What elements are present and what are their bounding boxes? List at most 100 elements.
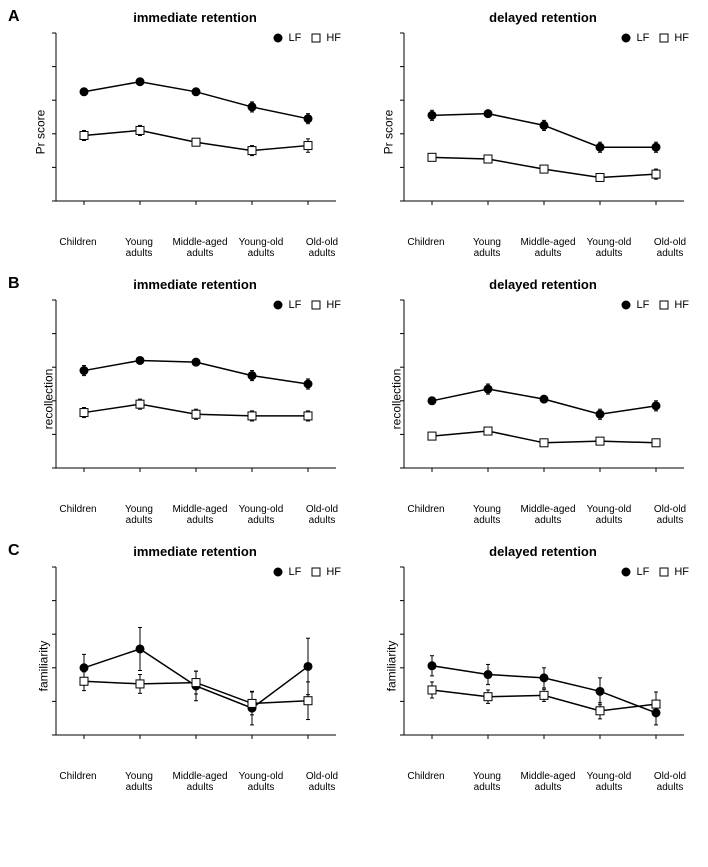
chart-title: immediate retention [40,10,350,25]
legend-hf: HF [657,299,689,311]
panel-B-0: Bimmediate retention recollection.00.20.4… [10,277,350,526]
chart-svg: .00.20.40.60.801.00 [50,27,340,207]
legend-lf: LF [619,566,649,578]
x-tick-label: Children [398,771,454,793]
x-tick-label: Old-oldadults [294,504,350,526]
legend-hf-label: HF [326,299,341,311]
panel-A-0: Aimmediate retention Pr score.00.20.40.60… [10,10,350,259]
x-axis-labels: ChildrenYoungadultsMiddle-agedadultsYoun… [398,237,698,259]
x-tick-label: Children [50,237,106,259]
x-tick-label: Middle-agedadults [172,237,228,259]
legend-lf: LF [619,299,649,311]
chart-svg: .00.20.40.60.801.00 [50,294,340,474]
x-tick-label: Youngadults [459,237,515,259]
x-tick-label: Old-oldadults [294,771,350,793]
chart-box: Pr score.00.20.40.60.801.00 LF HF [50,27,350,237]
x-tick-label: Children [398,504,454,526]
y-axis-label: recollection [41,369,55,430]
panel-C-0: Cimmediate retention familiarity-.50.00.5… [10,544,350,793]
x-tick-label: Middle-agedadults [520,237,576,259]
chart-box: recollection.00.20.40.60.801.00 LF HF [50,294,350,504]
chart-title: delayed retention [388,10,698,25]
legend-hf-label: HF [674,32,689,44]
panel-B-1: delayed retention recollection.00.20.40.6… [358,277,698,526]
row-label: A [8,8,20,26]
x-tick-label: Youngadults [111,237,167,259]
x-tick-label: Youngadults [111,504,167,526]
y-axis-label: familiarity [384,641,398,692]
x-tick-label: Young-oldadults [581,771,637,793]
x-tick-label: Middle-agedadults [172,504,228,526]
chart-svg: .00.20.40.60.801.00 [398,294,688,474]
chart-title: immediate retention [40,544,350,559]
chart-title: delayed retention [388,277,698,292]
legend-hf-label: HF [326,32,341,44]
x-axis-labels: ChildrenYoungadultsMiddle-agedadultsYoun… [50,771,350,793]
legend-lf: LF [619,32,649,44]
legend-lf: LF [271,299,301,311]
legend: LF HF [616,298,692,312]
x-tick-label: Children [398,237,454,259]
x-tick-label: Young-oldadults [233,237,289,259]
x-tick-label: Old-oldadults [294,237,350,259]
legend-lf-label: LF [288,299,301,311]
legend-hf: HF [309,299,341,311]
x-tick-label: Youngadults [459,504,515,526]
x-axis-labels: ChildrenYoungadultsMiddle-agedadultsYoun… [50,237,350,259]
chart-svg: -.50.00.501.001.502.00 [398,561,688,741]
legend-hf: HF [657,566,689,578]
chart-svg: -.50.00.501.001.502.00 [50,561,340,741]
legend-lf: LF [271,566,301,578]
legend: LF HF [268,298,344,312]
x-tick-label: Children [50,771,106,793]
x-tick-label: Young-oldadults [581,237,637,259]
legend: LF HF [616,31,692,45]
row-label: C [8,542,20,560]
legend: LF HF [268,31,344,45]
legend-hf: HF [309,32,341,44]
panel-A-1: delayed retention Pr score.00.20.40.60.80… [358,10,698,259]
x-axis-labels: ChildrenYoungadultsMiddle-agedadultsYoun… [398,504,698,526]
x-tick-label: Old-oldadults [642,771,698,793]
legend-hf: HF [657,32,689,44]
chart-box: familiarity-.50.00.501.001.502.00 LF HF [50,561,350,771]
legend-hf-label: HF [674,566,689,578]
x-tick-label: Children [50,504,106,526]
x-tick-label: Young-oldadults [233,504,289,526]
x-tick-label: Old-oldadults [642,504,698,526]
x-tick-label: Youngadults [111,771,167,793]
y-axis-label: Pr score [381,110,395,155]
legend: LF HF [268,565,344,579]
legend-lf-label: LF [288,32,301,44]
legend-lf: LF [271,32,301,44]
chart-box: recollection.00.20.40.60.801.00 LF HF [398,294,698,504]
x-tick-label: Young-oldadults [581,504,637,526]
row-label: B [8,275,20,293]
x-tick-label: Youngadults [459,771,515,793]
y-axis-label: recollection [389,369,403,430]
legend: LF HF [616,565,692,579]
chart-title: immediate retention [40,277,350,292]
legend-hf-label: HF [674,299,689,311]
y-axis-label: Pr score [33,110,47,155]
chart-svg: .00.20.40.60.801.00 [398,27,688,207]
x-tick-label: Old-oldadults [642,237,698,259]
x-tick-label: Young-oldadults [233,771,289,793]
x-tick-label: Middle-agedadults [520,504,576,526]
y-axis-label: familiarity [36,641,50,692]
x-tick-label: Middle-agedadults [520,771,576,793]
chart-box: Pr score.00.20.40.60.801.00 LF HF [398,27,698,237]
legend-lf-label: LF [636,299,649,311]
chart-title: delayed retention [388,544,698,559]
legend-lf-label: LF [636,566,649,578]
x-axis-labels: ChildrenYoungadultsMiddle-agedadultsYoun… [398,771,698,793]
legend-lf-label: LF [288,566,301,578]
legend-hf-label: HF [326,566,341,578]
panel-C-1: delayed retention familiarity-.50.00.501.… [358,544,698,793]
legend-hf: HF [309,566,341,578]
chart-box: familiarity-.50.00.501.001.502.00 LF HF [398,561,698,771]
legend-lf-label: LF [636,32,649,44]
x-axis-labels: ChildrenYoungadultsMiddle-agedadultsYoun… [50,504,350,526]
x-tick-label: Middle-agedadults [172,771,228,793]
figure-grid: Aimmediate retentionPr score.00.20.40.60… [10,10,698,793]
